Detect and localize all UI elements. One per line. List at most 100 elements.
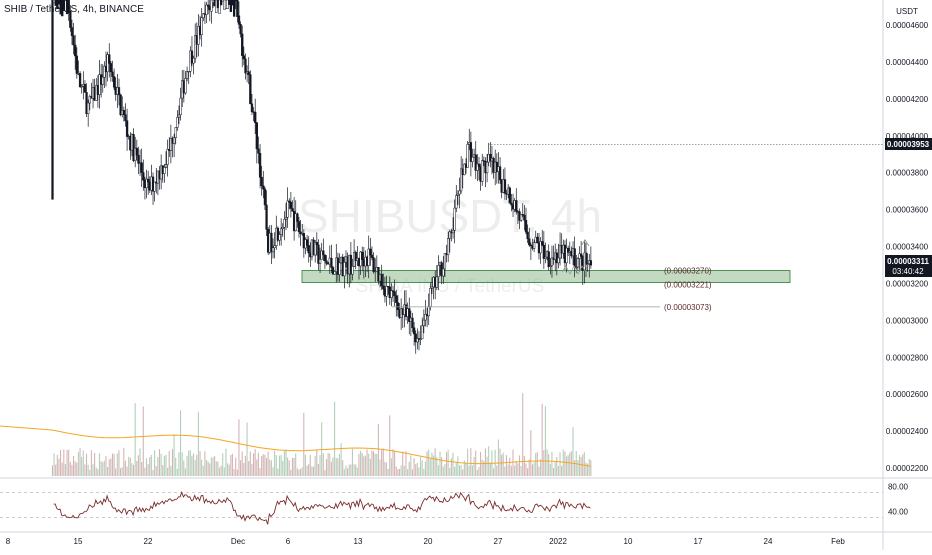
candle-body xyxy=(442,268,445,277)
volume-bar xyxy=(94,453,96,476)
volume-bar xyxy=(157,456,159,476)
volume-bar xyxy=(178,452,180,476)
projection-drawing[interactable] xyxy=(561,239,590,275)
time-tick-label: 22 xyxy=(144,537,153,546)
volume-bar xyxy=(337,458,339,476)
volume-bar xyxy=(137,455,139,476)
volume-bar xyxy=(235,457,237,476)
volume-bar xyxy=(371,450,373,476)
volume-bar xyxy=(527,468,529,476)
volume-bar xyxy=(340,443,342,476)
time-tick-label: 6 xyxy=(286,537,291,546)
candle-body xyxy=(421,325,424,340)
candle-body xyxy=(557,257,560,264)
projection-zigzag xyxy=(561,265,587,275)
volume-bar xyxy=(317,463,319,476)
candle-body xyxy=(325,260,328,264)
volume-bar xyxy=(530,430,532,476)
volume-bar xyxy=(136,461,138,476)
volume-bar xyxy=(288,460,290,476)
volume-bar xyxy=(227,463,229,476)
volume-bar xyxy=(209,463,211,476)
volume-bar xyxy=(347,468,349,476)
volume-bar xyxy=(275,455,277,476)
candle-body xyxy=(395,295,398,303)
volume-bar xyxy=(168,450,170,476)
candle-body xyxy=(260,176,263,186)
candle-body xyxy=(202,13,205,18)
volume-bar xyxy=(455,462,457,476)
candle-body xyxy=(164,164,168,168)
candle-body xyxy=(550,257,554,267)
volume-bar xyxy=(470,448,472,476)
candle-body xyxy=(74,44,77,57)
volume-bar xyxy=(303,412,305,476)
candle-body xyxy=(283,218,286,228)
candle-body xyxy=(476,163,479,171)
volume-bar xyxy=(312,466,315,476)
candle-body xyxy=(575,266,578,269)
candle-body xyxy=(190,50,194,64)
volume-bar xyxy=(97,469,99,476)
volume-bar xyxy=(423,468,425,476)
candle-body xyxy=(412,327,416,335)
volume-bar xyxy=(149,457,151,476)
rsi-tick-label: 40.00 xyxy=(888,507,909,516)
candle-body xyxy=(503,179,507,194)
volume-bar xyxy=(436,457,438,476)
volume-bar xyxy=(265,457,268,476)
candle-body xyxy=(463,163,466,176)
volume-bar xyxy=(72,456,75,476)
volume-bar xyxy=(210,457,212,476)
support-zone-layer[interactable] xyxy=(301,270,791,283)
candle-body xyxy=(396,302,400,310)
time-tick-label: 2022 xyxy=(549,537,567,546)
candle-body xyxy=(184,78,187,94)
volume-bar xyxy=(202,465,204,476)
candle-body xyxy=(526,231,529,239)
volume-bar xyxy=(304,454,306,476)
volume-bar xyxy=(325,459,328,476)
candle-body xyxy=(125,120,129,137)
volume-bar xyxy=(298,469,300,476)
volume-bar xyxy=(410,455,412,476)
volume-bar xyxy=(280,455,282,476)
candle-body xyxy=(586,263,589,265)
volume-bar xyxy=(463,460,465,476)
candle-body xyxy=(284,217,288,220)
volume-bar xyxy=(274,450,276,476)
candle-body xyxy=(528,238,531,246)
volume-bar xyxy=(74,461,76,476)
volume-bar xyxy=(457,456,459,476)
annotations-layer[interactable]: (0.00003270) (0.00003221) (0.00003073) xyxy=(392,144,883,312)
volume-bar xyxy=(369,458,371,476)
candle-body xyxy=(262,185,265,190)
volume-bar xyxy=(264,454,266,476)
volume-bar xyxy=(437,465,439,476)
volume-bar xyxy=(300,468,302,476)
candle-body xyxy=(137,154,140,164)
rsi-line xyxy=(53,490,591,525)
volume-bar xyxy=(181,452,183,476)
volume-bar xyxy=(154,450,156,476)
candle-body xyxy=(422,319,426,327)
volume-bar xyxy=(150,454,152,476)
candle-body xyxy=(382,285,385,290)
volume-bar xyxy=(113,454,115,476)
candle-body xyxy=(187,70,190,73)
volume-bar xyxy=(118,450,120,476)
volume-bar xyxy=(233,468,235,476)
candle-body xyxy=(83,84,87,93)
volume-bar xyxy=(71,464,73,476)
volume-bar xyxy=(183,460,185,476)
volume-bar xyxy=(377,424,379,476)
candle-body xyxy=(210,0,213,12)
volume-bar xyxy=(572,427,574,476)
candle-body xyxy=(477,163,481,167)
volume-ma-line xyxy=(0,425,591,467)
volume-bar xyxy=(496,465,498,476)
candle-body xyxy=(338,262,341,275)
volume-bar xyxy=(308,464,310,476)
